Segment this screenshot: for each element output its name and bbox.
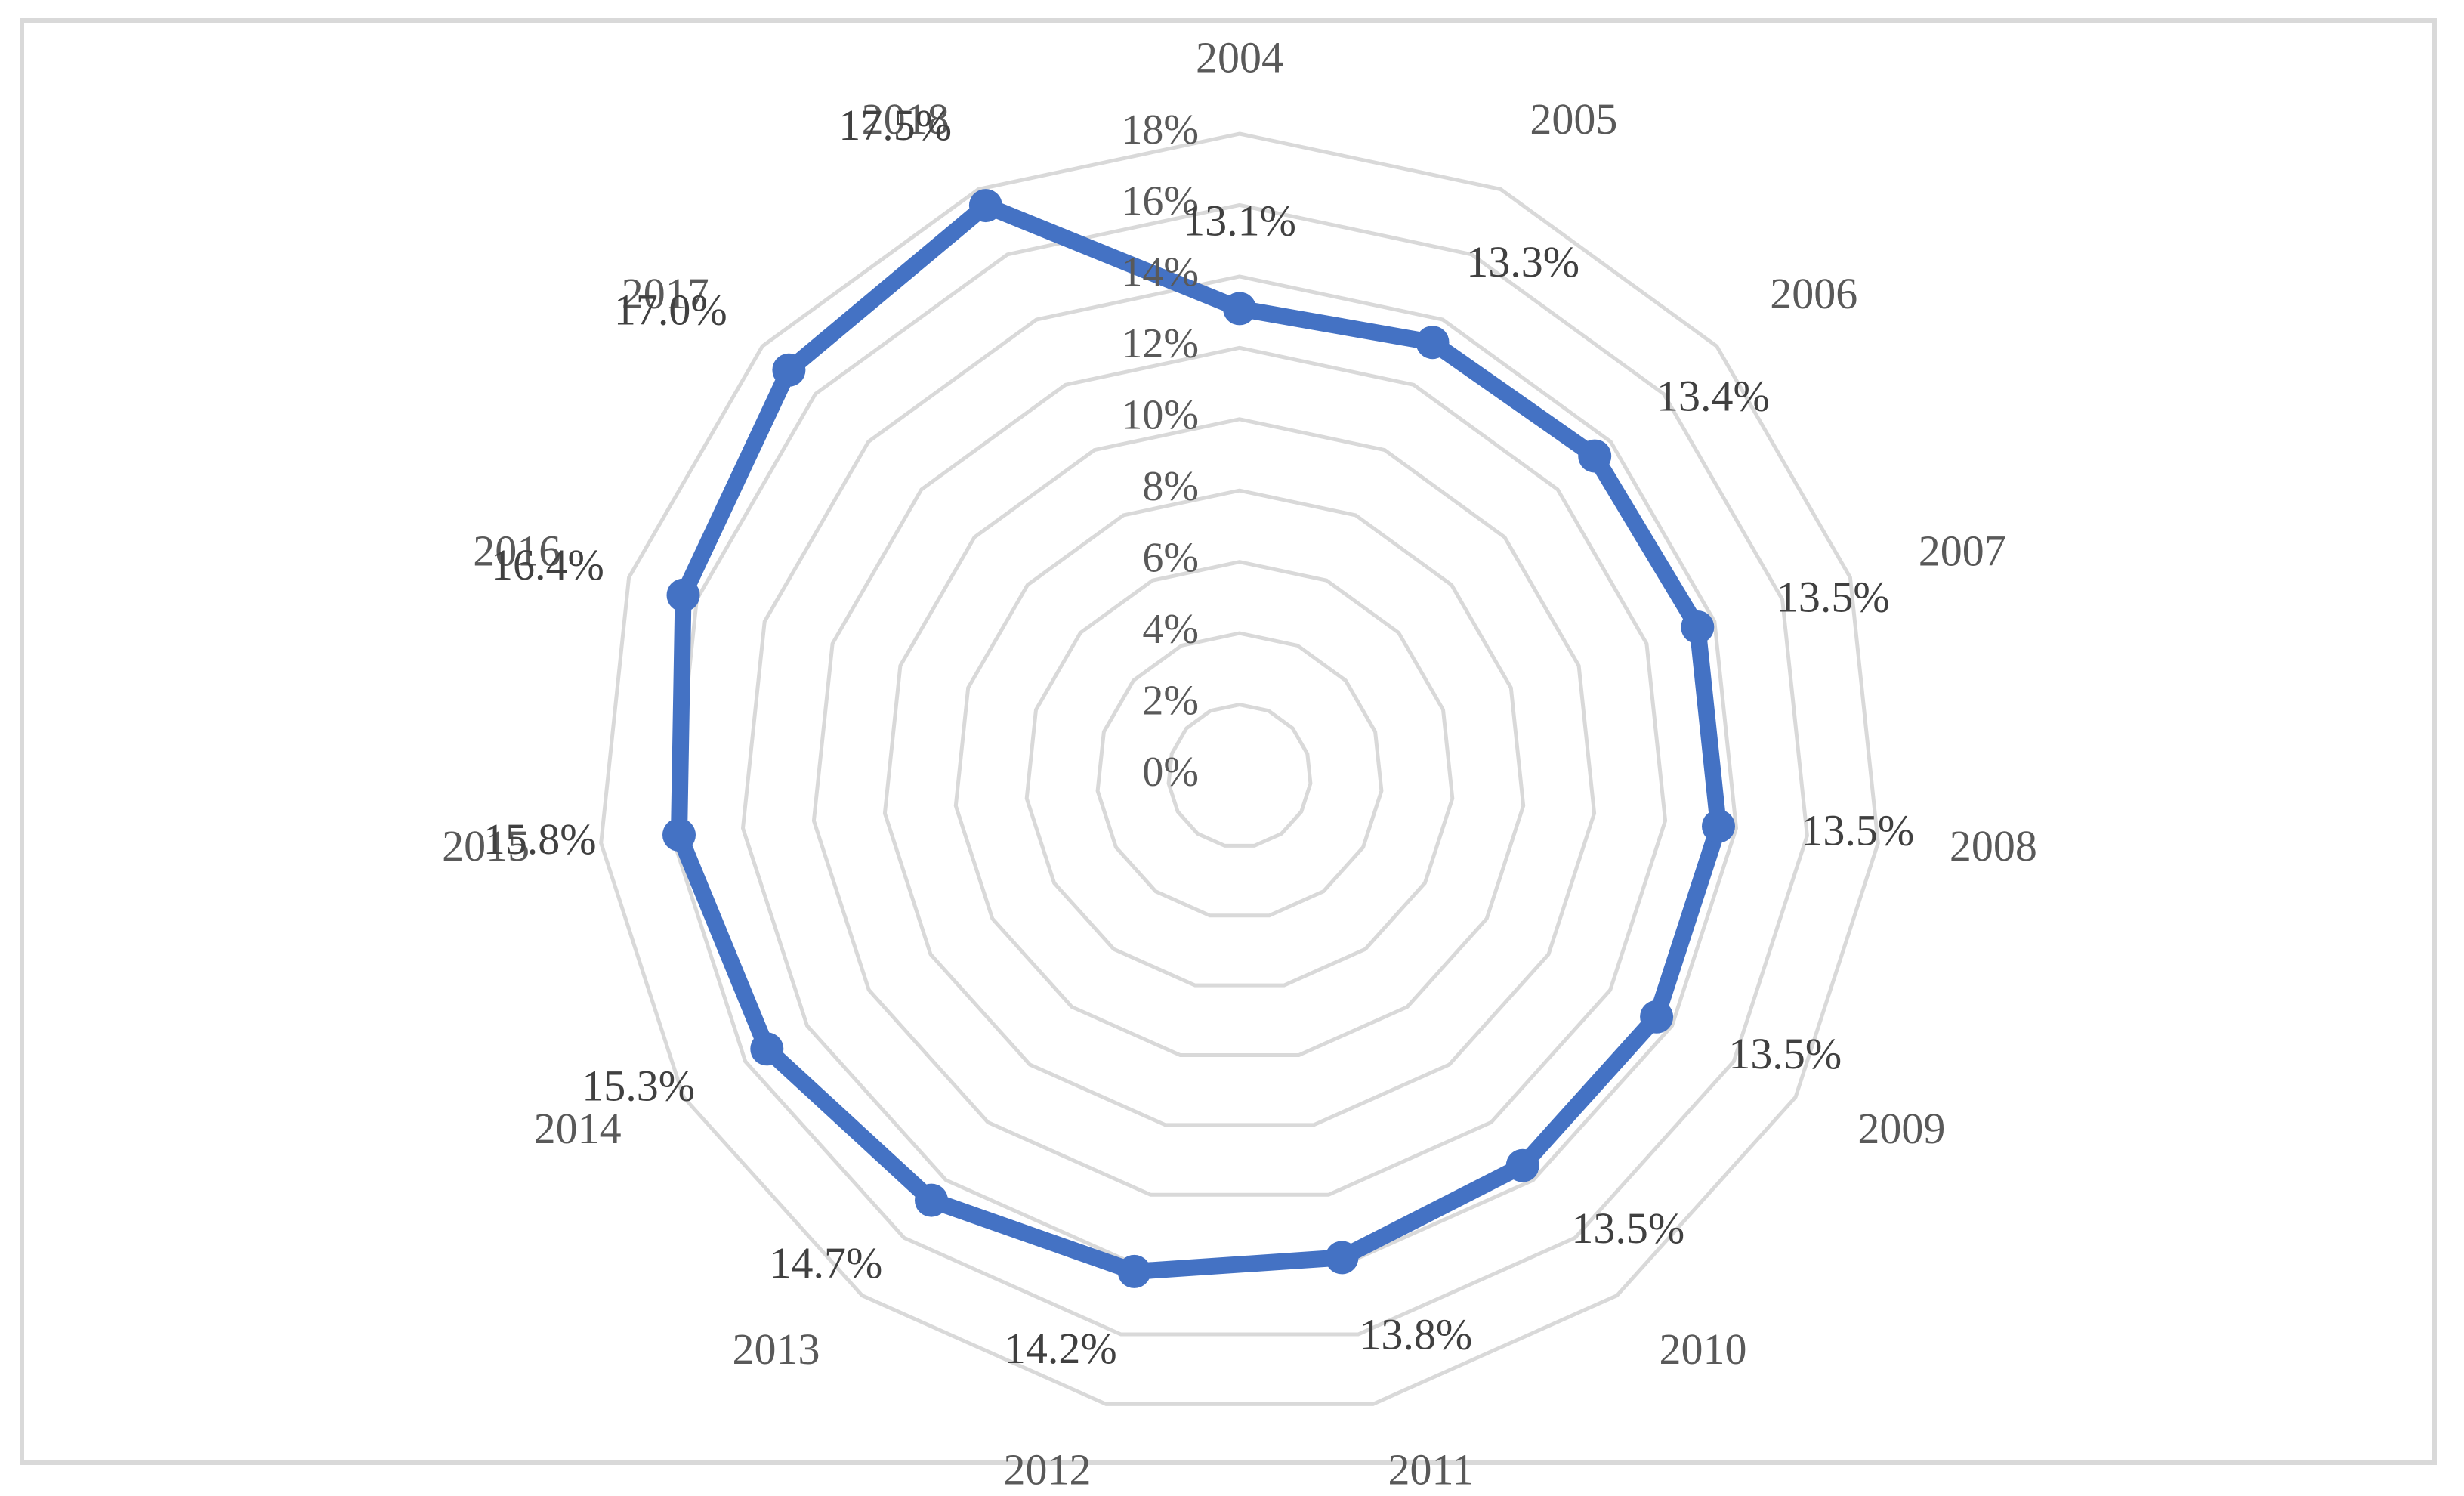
category-label: 2017 bbox=[622, 269, 709, 318]
category-label: 2016 bbox=[473, 526, 560, 575]
data-point bbox=[662, 818, 696, 852]
grid-ring bbox=[670, 202, 1809, 1337]
radial-tick-label: 2% bbox=[1142, 677, 1199, 724]
radial-tick-label: 0% bbox=[1142, 749, 1199, 796]
radial-tick-label: 6% bbox=[1142, 535, 1199, 582]
category-label: 2015 bbox=[442, 821, 530, 870]
data-label: 14.2% bbox=[1004, 1324, 1117, 1373]
data-label: 17.5% bbox=[838, 100, 952, 150]
category-label: 2008 bbox=[1950, 821, 2037, 870]
grid-ring bbox=[811, 345, 1668, 1197]
radial-tick-label: 8% bbox=[1142, 463, 1199, 510]
data-point bbox=[1505, 1148, 1539, 1182]
data-label: 13.5% bbox=[1571, 1204, 1684, 1253]
category-label: 2005 bbox=[1530, 94, 1617, 144]
category-label: 2006 bbox=[1770, 269, 1857, 318]
series-line bbox=[671, 197, 1727, 1280]
radar-grid bbox=[599, 131, 1880, 1406]
category-label: 2014 bbox=[534, 1104, 622, 1153]
radial-tick-label: 4% bbox=[1142, 606, 1199, 653]
data-point bbox=[1578, 439, 1612, 473]
data-point bbox=[915, 1183, 948, 1217]
data-point bbox=[1416, 326, 1450, 360]
radial-tick-label: 18% bbox=[1121, 107, 1199, 153]
data-label: 16.4% bbox=[491, 540, 604, 589]
data-point bbox=[968, 189, 1002, 223]
category-label: 2004 bbox=[1196, 32, 1283, 82]
grid-ring bbox=[1024, 560, 1455, 988]
data-label: 13.3% bbox=[1466, 237, 1579, 286]
data-point bbox=[1640, 1000, 1674, 1034]
radar-series bbox=[662, 189, 1735, 1288]
data-point bbox=[1223, 292, 1256, 326]
grid-ring bbox=[953, 488, 1526, 1057]
data-label: 13.5% bbox=[1728, 1029, 1842, 1078]
data-point bbox=[772, 353, 806, 387]
grid-ring bbox=[1166, 703, 1313, 848]
category-label: 2012 bbox=[1004, 1445, 1092, 1494]
category-label: 2011 bbox=[1388, 1445, 1474, 1494]
radial-tick-label: 16% bbox=[1121, 178, 1199, 224]
data-label: 13.5% bbox=[1801, 805, 1914, 855]
chart-frame bbox=[20, 18, 2437, 1465]
data-label: 15.8% bbox=[483, 814, 597, 864]
data-point bbox=[666, 578, 700, 612]
radial-tick-label: 12% bbox=[1121, 320, 1199, 367]
data-label: 15.3% bbox=[582, 1062, 695, 1111]
grid-ring bbox=[882, 417, 1597, 1127]
category-label: 2013 bbox=[733, 1324, 820, 1374]
data-label: 13.1% bbox=[1183, 196, 1296, 246]
radial-tick-label: 14% bbox=[1121, 249, 1199, 296]
category-label: 2009 bbox=[1857, 1104, 1945, 1153]
data-label: 13.8% bbox=[1359, 1309, 1472, 1358]
grid-ring bbox=[1095, 631, 1384, 918]
data-point bbox=[1681, 610, 1715, 644]
data-label: 17.0% bbox=[614, 286, 727, 335]
data-point bbox=[1117, 1254, 1151, 1288]
category-label: 2018 bbox=[862, 94, 949, 144]
data-point bbox=[1325, 1241, 1359, 1275]
grid-ring bbox=[740, 274, 1739, 1267]
radial-tick-label: 10% bbox=[1121, 392, 1199, 439]
data-label: 14.7% bbox=[769, 1238, 882, 1287]
category-label: 2007 bbox=[1919, 526, 2006, 575]
data-point bbox=[1702, 809, 1735, 843]
radar-labels: 0% 2% 4% 6% 8% 10% 12% 14% 16% 18% 2004 2005 2006 200… bbox=[442, 32, 2037, 1494]
category-label: 2010 bbox=[1659, 1324, 1746, 1374]
grid-ring bbox=[599, 131, 1880, 1406]
data-label: 13.5% bbox=[1777, 572, 1890, 621]
data-label: 13.4% bbox=[1657, 371, 1770, 420]
data-point bbox=[750, 1032, 784, 1066]
